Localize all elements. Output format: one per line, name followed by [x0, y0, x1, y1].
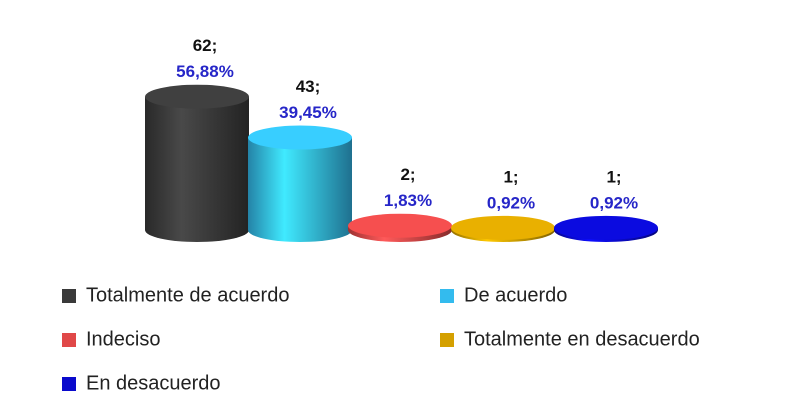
bar-top [248, 125, 352, 150]
legend-label: En desacuerdo [86, 372, 221, 394]
value-label: 1; [606, 167, 621, 186]
bar [145, 96, 249, 242]
legend-swatch [62, 377, 76, 391]
percentage-label: 1,83% [384, 191, 432, 210]
value-label: 2; [400, 165, 415, 184]
legend-label: Indeciso [86, 328, 161, 350]
value-label: 1; [503, 167, 518, 186]
legend-label: Totalmente de acuerdo [86, 284, 289, 306]
percentage-label: 0,92% [487, 193, 535, 212]
bar-top [348, 213, 452, 238]
legend-label: Totalmente en desacuerdo [464, 328, 700, 350]
bar [248, 137, 352, 242]
bar-top [554, 215, 658, 240]
percentage-label: 0,92% [590, 193, 638, 212]
legend-label: De acuerdo [464, 284, 567, 306]
bar-top [451, 215, 555, 240]
legend-swatch [62, 289, 76, 303]
legend-swatch [440, 333, 454, 347]
percentage-label: 39,45% [279, 103, 337, 122]
bar-top [145, 84, 249, 109]
legend-swatch [440, 289, 454, 303]
percentage-label: 56,88% [176, 62, 234, 81]
legend-swatch [62, 333, 76, 347]
value-label: 62; [193, 36, 218, 55]
value-label: 43; [296, 77, 321, 96]
